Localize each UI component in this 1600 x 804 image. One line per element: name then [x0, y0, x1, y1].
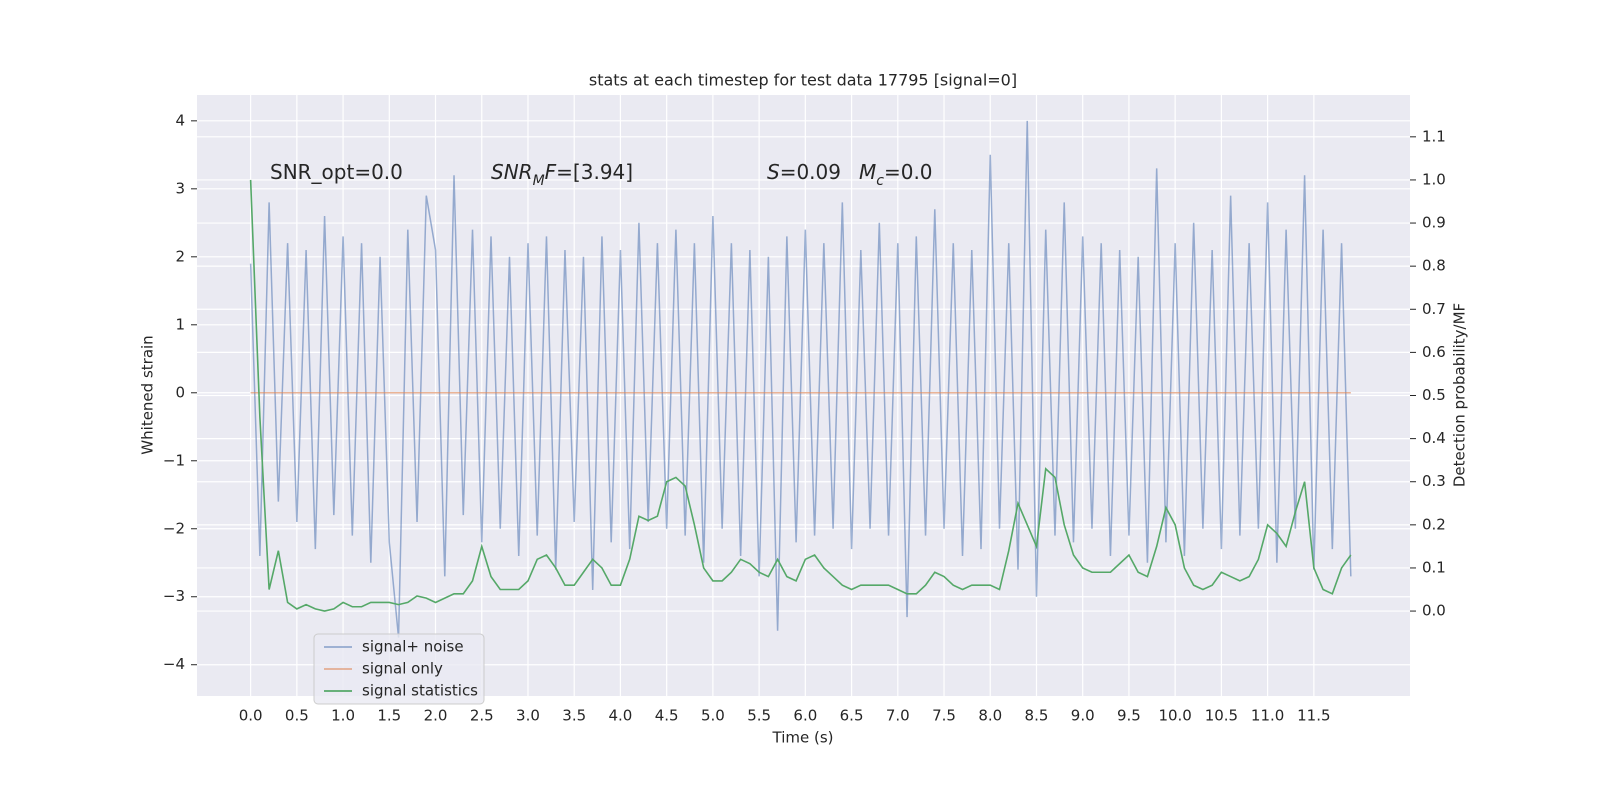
x-tick-label: 1.0	[331, 707, 355, 725]
x-tick-label: 10.5	[1205, 707, 1238, 725]
x-tick-label: 11.5	[1297, 707, 1330, 725]
y-tick-label: −1	[163, 451, 185, 469]
y2-axis-label: Detection probability/MF	[1451, 303, 1469, 487]
y2-tick-label: 1.1	[1422, 127, 1446, 145]
annotation-part: =0.09	[780, 160, 841, 184]
y-tick-label: 4	[175, 111, 185, 129]
y-tick-label: −2	[163, 519, 185, 537]
x-tick-label: 0.5	[285, 707, 309, 725]
y2-tick-label: 0.6	[1422, 343, 1446, 361]
x-tick-label: 1.5	[377, 707, 401, 725]
x-tick-label: 6.0	[793, 707, 817, 725]
x-tick-label: 3.5	[562, 707, 586, 725]
annotation-part: =0.0	[884, 160, 933, 184]
series-line	[249, 179, 1352, 612]
y-tick-label: 0	[175, 383, 185, 401]
annotation-part: M	[859, 160, 876, 184]
y-tick-label: 3	[175, 179, 185, 197]
legend: signal+ noise signal only signal statistic…	[313, 633, 485, 705]
x-tick-label: 11.0	[1251, 707, 1284, 725]
x-tick-label: 8.0	[978, 707, 1002, 725]
x-tick-label: 2.0	[424, 707, 448, 725]
y2-tick-label: 0.0	[1422, 602, 1446, 620]
y2-tick-label: 0.7	[1422, 300, 1446, 318]
annotation-part: S	[767, 160, 780, 184]
x-tick-label: 2.5	[470, 707, 494, 725]
x-axis-label: Time (s)	[772, 729, 834, 747]
legend-label: signal+ noise	[362, 638, 464, 656]
x-tick-label: 4.0	[609, 707, 633, 725]
y2-tick-label: 0.5	[1422, 386, 1446, 404]
annotation-part: =[3.94]	[556, 160, 633, 184]
y2-tick-label: 0.1	[1422, 558, 1446, 576]
x-tick-label: 10.0	[1158, 707, 1191, 725]
y-tick-label: 2	[175, 247, 185, 265]
x-tick-label: 0.0	[239, 707, 263, 725]
annotation-part: F	[545, 160, 557, 184]
legend-box	[313, 633, 485, 705]
grid	[197, 95, 1410, 696]
x-tick-label: 9.5	[1117, 707, 1141, 725]
y2-tick-label: 0.9	[1422, 214, 1446, 232]
legend-label: signal statistics	[362, 682, 478, 700]
x-tick-label: 8.5	[1025, 707, 1049, 725]
y2-tick-label: 0.8	[1422, 257, 1446, 275]
y-tick-label: 1	[175, 315, 185, 333]
annotation-part: M	[533, 173, 545, 189]
y2-tick-label: 0.4	[1422, 429, 1446, 447]
annotation: SNRMF=[3.94]	[491, 160, 633, 190]
annotation-part: SNR_opt=0.0	[270, 160, 403, 184]
legend-label: signal only	[362, 660, 443, 678]
series-line	[249, 120, 1352, 638]
x-tick-label: 9.0	[1071, 707, 1095, 725]
y2-tick-label: 0.3	[1422, 472, 1446, 490]
y2-tick-label: 0.2	[1422, 515, 1446, 533]
annotation-part: c	[876, 173, 884, 189]
labels: 0.0 0.5 1.0 1.5 2.0 2.5 3.0 3.5 4.0 4.5 5.0 5.5 6.0 6…	[163, 111, 1446, 724]
annotation: Mc=0.0	[859, 160, 933, 190]
x-tick-label: 6.5	[840, 707, 864, 725]
x-tick-label: 7.5	[932, 707, 956, 725]
y2-tick-label: 1.0	[1422, 170, 1446, 188]
annotation: S=0.09	[767, 160, 841, 184]
y-axis-label: Whitened strain	[139, 335, 157, 454]
marks	[249, 120, 1352, 638]
x-tick-label: 7.0	[886, 707, 910, 725]
y-tick-label: −3	[163, 587, 185, 605]
x-tick-label: 4.5	[655, 707, 679, 725]
x-tick-label: 5.0	[701, 707, 725, 725]
x-tick-label: 3.0	[516, 707, 540, 725]
x-tick-label: 5.5	[747, 707, 771, 725]
y-tick-label: −4	[163, 655, 185, 673]
annotation-part: SNR	[491, 160, 533, 184]
chart-title: stats at each timestep for test data 177…	[589, 71, 1017, 90]
annotation: SNR_opt=0.0	[270, 160, 403, 184]
